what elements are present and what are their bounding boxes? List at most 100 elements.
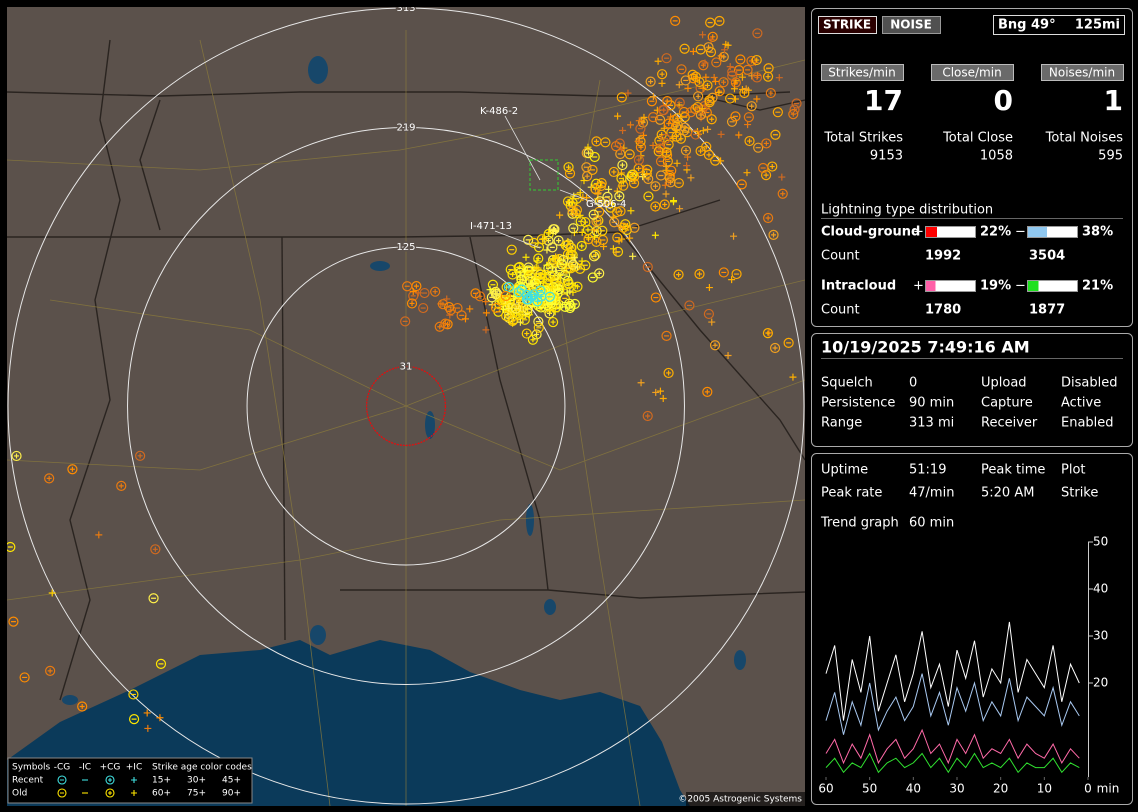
strike-marker (718, 267, 729, 278)
strike-button[interactable] (818, 16, 877, 34)
strike-marker (552, 284, 564, 295)
strike-marker (645, 76, 656, 87)
strike-marker (684, 153, 692, 161)
strike-marker (600, 137, 611, 148)
strike-marker (500, 290, 511, 302)
strike-label: K-486-2 (480, 106, 518, 117)
strike-marker (643, 191, 654, 202)
total-value: 1058 (980, 149, 1013, 164)
strike-marker (662, 96, 673, 107)
strike-marker (758, 162, 769, 174)
strike-marker (650, 181, 661, 192)
strike-marker (8, 616, 19, 627)
legend-symbol (57, 788, 67, 798)
strike-marker (527, 334, 539, 345)
strike-marker (522, 253, 530, 261)
setting: Enabled (1061, 416, 1114, 431)
x-tick-label: 50 (862, 782, 877, 796)
strike-marker (150, 544, 161, 555)
strike-marker (661, 181, 669, 189)
legend-age: 15+ (152, 776, 171, 786)
setting: Disabled (1061, 376, 1117, 391)
strike-marker (543, 246, 551, 254)
strike-marker (650, 292, 661, 303)
strike-marker (708, 318, 716, 326)
legend-type: +CG (100, 763, 121, 773)
strike-marker (731, 95, 739, 103)
strike-marker (640, 113, 648, 121)
strike-marker (591, 216, 602, 227)
strike-marker (135, 450, 146, 461)
x-tick-label: 40 (906, 782, 921, 796)
rate-header[interactable] (821, 64, 904, 81)
strike-marker (560, 301, 571, 312)
legend-age: 90+ (222, 789, 241, 799)
strikes (7, 15, 802, 732)
strike-marker (522, 307, 533, 318)
strike-marker (128, 714, 140, 725)
strike-marker (116, 480, 127, 491)
strike-marker (545, 270, 556, 281)
strike-marker (753, 95, 761, 103)
strike-marker (482, 309, 490, 317)
rate-value: 0 (994, 84, 1013, 117)
legend-symbol (131, 790, 137, 796)
legend-age: 30+ (187, 776, 206, 786)
rate-header[interactable] (931, 64, 1014, 81)
strike-marker (627, 121, 635, 129)
strike-marker (642, 261, 653, 273)
strike-marker (563, 278, 574, 289)
strike-marker (662, 190, 670, 198)
strike-marker (714, 15, 725, 27)
strike-marker (692, 101, 703, 113)
strike-marker (641, 168, 652, 179)
strike-marker (7, 541, 16, 553)
strike-marker (516, 318, 524, 326)
strike-marker (571, 204, 583, 216)
strike-marker (521, 328, 532, 339)
noise-button[interactable] (882, 16, 941, 34)
strike-marker (763, 212, 774, 224)
strike-marker (777, 188, 788, 199)
label-leader (559, 189, 612, 210)
info: 47/min (909, 486, 954, 501)
strike-marker (714, 86, 725, 97)
strike-marker (414, 289, 422, 297)
strike-marker (409, 287, 417, 295)
legend-symbol (131, 777, 137, 783)
strike-marker (778, 173, 786, 181)
strike-marker (763, 63, 774, 74)
legend-title: Symbols (12, 763, 51, 773)
trend-line (825, 621, 1080, 721)
strike-marker (584, 234, 592, 242)
strike-marker (609, 217, 620, 228)
setting: Capture (981, 396, 1033, 411)
range-ring (7, 7, 805, 805)
strike-marker (566, 242, 577, 254)
strike-marker (614, 191, 625, 202)
info: Peak time (981, 463, 1045, 478)
panel-border (811, 333, 1133, 447)
strike-marker (717, 52, 725, 60)
strike-marker (661, 53, 672, 64)
strike-marker (633, 163, 644, 174)
strike-marker (662, 166, 670, 174)
legend-type: -CG (54, 763, 71, 773)
strike-marker (669, 198, 677, 206)
rate-header-label: Strikes/min (828, 66, 895, 80)
range-label: 219 (396, 123, 415, 134)
strike-marker (618, 222, 629, 233)
setting: Active (1061, 396, 1101, 411)
legend-symbol (105, 775, 115, 785)
rate-header[interactable] (1041, 64, 1124, 81)
sign: − (1015, 279, 1026, 294)
strike-marker (746, 101, 757, 112)
strike-marker (616, 173, 627, 184)
pct-label: 22% (980, 225, 1011, 240)
strike-marker (670, 15, 681, 26)
strike-marker (490, 286, 501, 297)
strike-marker (628, 178, 640, 189)
strike-marker (589, 151, 600, 163)
strike-marker (624, 89, 632, 97)
strike-marker (580, 177, 588, 185)
